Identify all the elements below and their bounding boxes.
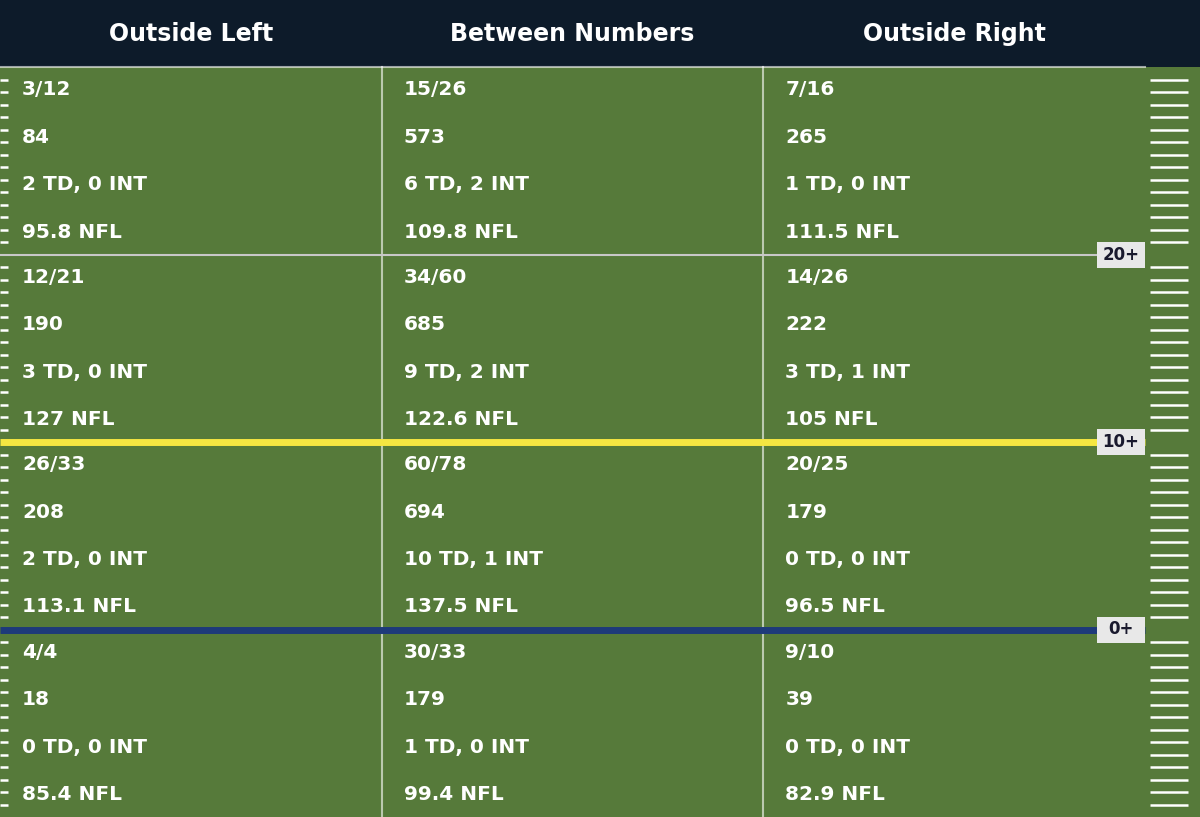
Text: 1 TD, 0 INT: 1 TD, 0 INT [403,738,529,757]
Text: 18: 18 [22,690,50,709]
Text: 39: 39 [785,690,814,709]
Bar [0,255,1200,442]
Text: 265: 265 [785,127,827,146]
Text: 14/26: 14/26 [785,267,848,287]
Text: 30/33: 30/33 [403,642,467,662]
Text: 15/26: 15/26 [403,80,467,99]
Text: 9 TD, 2 INT: 9 TD, 2 INT [403,363,528,382]
Text: 222: 222 [785,315,827,334]
Text: 0+: 0+ [1109,620,1134,639]
Text: 12/21: 12/21 [22,267,85,287]
Text: Between Numbers: Between Numbers [450,21,695,46]
Text: 20+: 20+ [1103,245,1140,264]
Text: Outside Left: Outside Left [109,21,272,46]
Text: 573: 573 [403,127,445,146]
Text: 96.5 NFL: 96.5 NFL [785,597,886,617]
Text: 26/33: 26/33 [22,455,85,474]
Text: 3 TD, 0 INT: 3 TD, 0 INT [22,363,148,382]
Text: 60/78: 60/78 [403,455,467,474]
Text: 190: 190 [22,315,64,334]
Text: 10 TD, 1 INT: 10 TD, 1 INT [403,550,542,569]
Text: 127 NFL: 127 NFL [22,410,114,429]
Text: 85.4 NFL: 85.4 NFL [22,785,122,804]
Bar [0,67,1200,255]
Text: 0 TD, 0 INT: 0 TD, 0 INT [785,550,911,569]
Text: 0 TD, 0 INT: 0 TD, 0 INT [785,738,911,757]
Text: 82.9 NFL: 82.9 NFL [785,785,886,804]
Text: 2 TD, 0 INT: 2 TD, 0 INT [22,550,148,569]
Text: 34/60: 34/60 [403,267,467,287]
Text: 1 TD, 0 INT: 1 TD, 0 INT [785,175,911,194]
Text: 685: 685 [403,315,445,334]
Text: 20/25: 20/25 [785,455,848,474]
Text: 4/4: 4/4 [22,642,58,662]
Text: 208: 208 [22,502,64,521]
Text: 2 TD, 0 INT: 2 TD, 0 INT [22,175,148,194]
Text: Outside Right: Outside Right [863,21,1045,46]
Text: 111.5 NFL: 111.5 NFL [785,222,899,242]
Text: 694: 694 [403,502,445,521]
Text: 84: 84 [22,127,50,146]
Bar [1097,617,1145,642]
Text: 109.8 NFL: 109.8 NFL [403,222,517,242]
Text: 10+: 10+ [1103,433,1140,451]
Bar [0,630,1200,817]
Bar [0,442,1200,630]
Text: 105 NFL: 105 NFL [785,410,878,429]
Bar [1097,429,1145,455]
Text: 179: 179 [403,690,445,709]
Text: 122.6 NFL: 122.6 NFL [403,410,517,429]
Text: 6 TD, 2 INT: 6 TD, 2 INT [403,175,529,194]
Bar [0,0,1200,67]
Text: 137.5 NFL: 137.5 NFL [403,597,517,617]
Text: 7/16: 7/16 [785,80,835,99]
Text: 3 TD, 1 INT: 3 TD, 1 INT [785,363,911,382]
Text: 99.4 NFL: 99.4 NFL [403,785,504,804]
Text: 113.1 NFL: 113.1 NFL [22,597,136,617]
Text: 179: 179 [785,502,827,521]
Text: 0 TD, 0 INT: 0 TD, 0 INT [22,738,148,757]
Bar [1097,242,1145,267]
Text: 9/10: 9/10 [785,642,834,662]
Text: 95.8 NFL: 95.8 NFL [22,222,122,242]
Text: 3/12: 3/12 [22,80,71,99]
